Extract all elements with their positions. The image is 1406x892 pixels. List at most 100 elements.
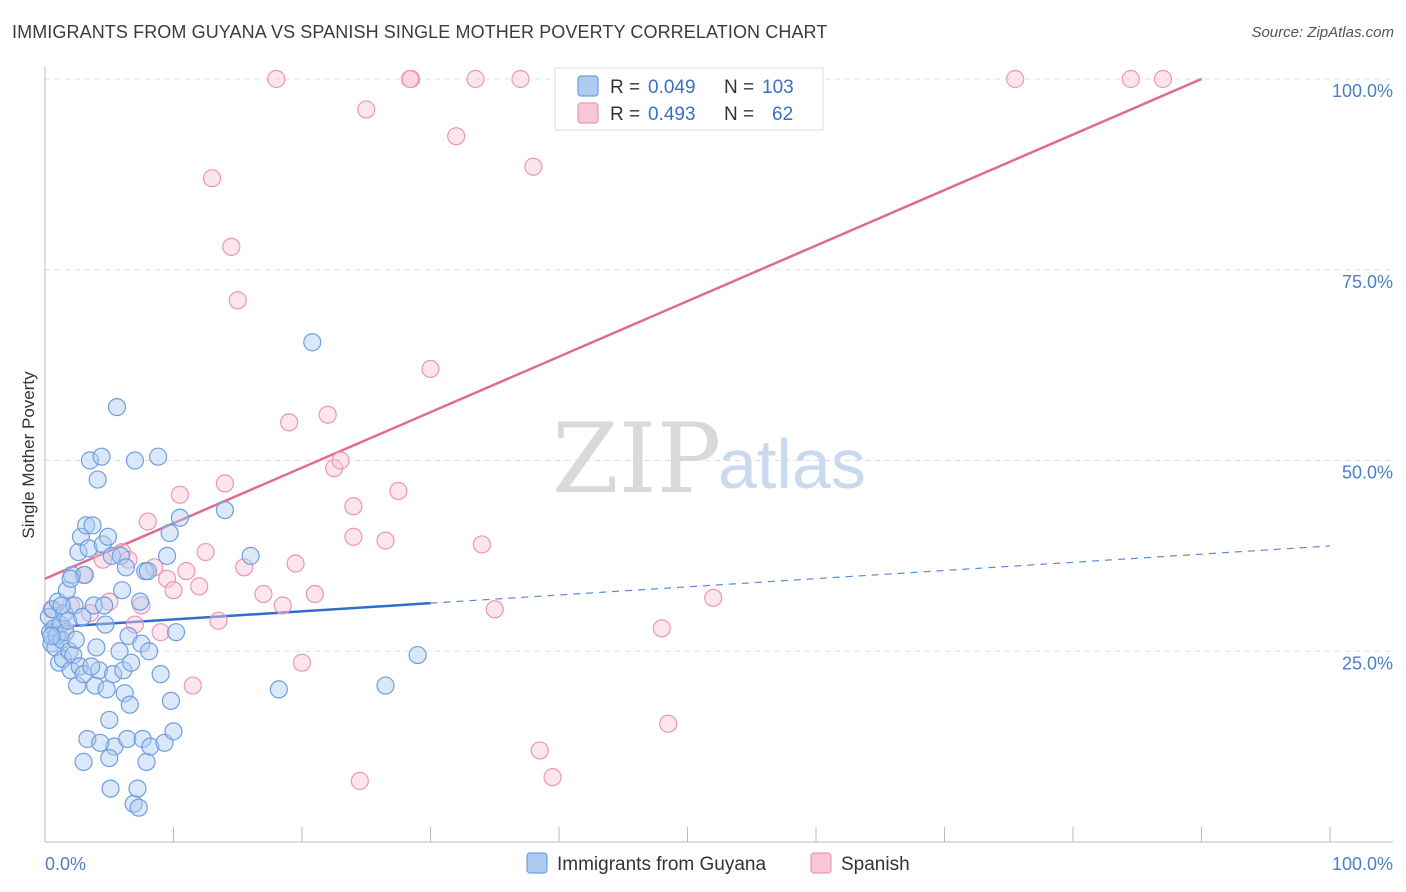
data-point-guyana: [116, 558, 136, 577]
data-point-guyana: [128, 779, 147, 798]
data-point-spanish: [1153, 69, 1173, 89]
data-point-spanish: [235, 558, 254, 577]
data-point-spanish: [318, 405, 337, 424]
data-point-guyana: [95, 596, 114, 615]
data-point-guyana: [74, 752, 93, 771]
data-point-guyana: [52, 596, 71, 615]
data-point-spanish: [190, 577, 209, 596]
data-point-guyana: [73, 607, 92, 627]
series-legend: Immigrants from Guyana Spanish: [526, 852, 910, 875]
data-point-spanish: [170, 485, 190, 504]
data-point-spanish: [93, 550, 112, 569]
data-point-guyana: [107, 397, 127, 417]
legend-swatch-guyana: [526, 852, 548, 874]
data-point-spanish: [305, 584, 324, 604]
series-spanish-points: [42, 69, 1173, 791]
data-point-spanish: [254, 584, 273, 604]
data-point-guyana: [139, 642, 159, 661]
data-point-guyana: [118, 729, 137, 749]
data-point-spanish: [511, 69, 530, 89]
data-point-guyana: [121, 653, 141, 672]
data-point-guyana: [269, 680, 288, 699]
data-point-guyana: [114, 661, 133, 680]
data-point-guyana: [59, 611, 78, 630]
data-point-guyana: [148, 447, 168, 466]
data-point-spanish: [125, 615, 145, 634]
data-point-guyana: [164, 722, 183, 741]
chart-title: IMMIGRANTS FROM GUYANA VS SPANISH SINGLE…: [12, 22, 828, 42]
data-point-guyana: [120, 695, 139, 714]
data-point-spanish: [421, 359, 440, 379]
data-point-guyana: [74, 665, 93, 684]
data-point-spanish: [659, 714, 678, 733]
data-point-guyana: [82, 657, 101, 676]
data-point-spanish: [280, 413, 299, 432]
data-point-guyana: [84, 596, 103, 615]
trend-line-spanish-solid: [44, 77, 1202, 580]
data-point-guyana: [241, 546, 260, 565]
data-point-guyana: [138, 562, 157, 581]
legend-n-label-1: N =: [724, 77, 754, 98]
y-tick-label: 100.0%: [1332, 81, 1393, 101]
data-point-spanish: [543, 768, 562, 787]
data-point-guyana: [77, 516, 96, 535]
data-point-spanish: [209, 611, 228, 630]
data-point-guyana: [98, 527, 118, 546]
legend-swatch-spanish: [810, 852, 832, 874]
trend-lines-guyana: [44, 545, 1331, 629]
data-point-spanish: [400, 69, 420, 89]
x-tick-label-max: 100.0%: [1332, 854, 1393, 874]
legend-r-value-1: 0.049: [648, 77, 696, 98]
data-point-guyana: [86, 676, 105, 695]
data-point-guyana: [87, 638, 106, 657]
legend-label-spanish: Spanish: [841, 854, 910, 875]
data-point-guyana: [129, 798, 148, 817]
trend-line-guyana-solid: [44, 601, 431, 629]
data-point-guyana: [111, 546, 130, 565]
data-point-guyana: [125, 451, 145, 470]
data-point-guyana: [92, 447, 111, 466]
data-point-guyana: [42, 626, 61, 646]
watermark-atlas: atlas: [718, 425, 866, 503]
data-point-spanish: [177, 562, 196, 581]
data-point-guyana: [141, 737, 160, 756]
trend-line-guyana-dashed: [430, 545, 1331, 604]
data-point-spanish: [151, 623, 170, 642]
data-point-spanish: [704, 588, 723, 607]
data-point-guyana: [303, 333, 322, 352]
data-point-spanish: [530, 741, 549, 760]
data-point-spanish: [202, 169, 222, 188]
trend-line-spanish: [44, 77, 1202, 580]
data-point-guyana: [96, 615, 115, 634]
data-point-spanish: [472, 535, 491, 554]
data-point-guyana: [79, 539, 98, 558]
series-guyana-points: [39, 333, 427, 817]
data-point-guyana: [110, 642, 129, 661]
data-point-guyana: [56, 623, 75, 642]
data-point-spanish: [164, 581, 183, 600]
y-tick-label: 50.0%: [1342, 463, 1393, 483]
legend-n-value-2: 62: [772, 104, 793, 125]
data-point-guyana: [104, 665, 123, 684]
data-point-guyana: [64, 645, 83, 665]
data-point-spanish: [1006, 69, 1025, 89]
data-point-spanish: [1121, 69, 1140, 89]
data-point-guyana: [88, 470, 107, 489]
legend-r-label-2: R =: [610, 104, 640, 125]
data-point-guyana: [130, 592, 150, 611]
data-point-spanish: [524, 157, 543, 176]
data-point-spanish: [389, 481, 408, 501]
data-point-spanish: [267, 69, 286, 89]
data-point-guyana: [97, 680, 116, 699]
data-point-guyana: [101, 779, 120, 798]
data-point-guyana: [132, 634, 151, 653]
data-point-spanish: [286, 554, 305, 573]
data-point-spanish: [485, 600, 504, 619]
y-tick-labels: 25.0% 50.0% 75.0% 100.0%: [1332, 81, 1393, 673]
legend-swatch-pink: [577, 102, 599, 124]
data-point-spanish: [273, 596, 292, 615]
data-point-spanish: [228, 291, 247, 310]
data-point-spanish: [466, 69, 485, 89]
data-point-guyana: [160, 523, 179, 543]
